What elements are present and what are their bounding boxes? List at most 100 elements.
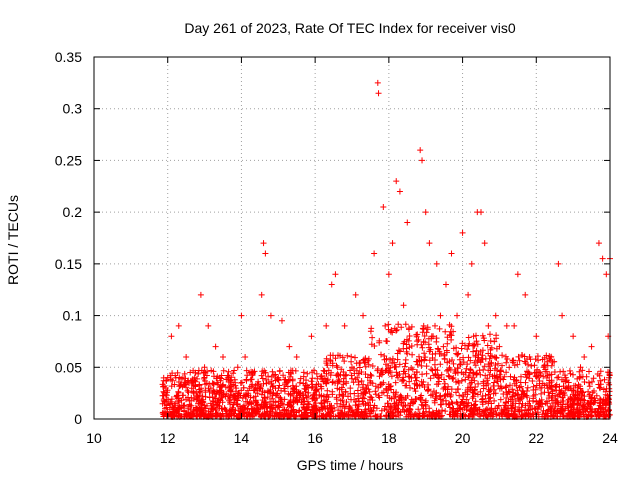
data-point [352, 291, 359, 298]
y-tick-label: 0.3 [63, 101, 83, 117]
data-point [522, 291, 529, 298]
data-point [485, 322, 492, 329]
x-axis-label: GPS time / hours [297, 457, 404, 473]
data-point [201, 364, 208, 371]
x-tick-label: 18 [381, 430, 397, 446]
data-point [470, 333, 477, 340]
data-point [492, 312, 499, 319]
data-point [548, 353, 555, 360]
data-point [262, 250, 269, 257]
data-point [496, 343, 503, 350]
data-point [393, 178, 400, 185]
data-point [603, 271, 610, 278]
data-point [481, 240, 488, 247]
data-point [267, 312, 274, 319]
data-point [212, 343, 219, 350]
data-point [555, 260, 562, 267]
data-point [380, 203, 387, 210]
dense-scatter-layer [159, 321, 613, 420]
data-point [328, 281, 335, 288]
y-tick-label: 0.35 [55, 49, 82, 65]
data-point [442, 281, 449, 288]
data-point [577, 364, 584, 371]
data-point [374, 79, 381, 86]
data-point [559, 312, 566, 319]
data-point [404, 219, 411, 226]
y-tick-label: 0.1 [63, 308, 83, 324]
x-tick-label: 12 [160, 430, 176, 446]
data-point [540, 364, 547, 371]
data-point [385, 271, 392, 278]
data-point [275, 374, 282, 381]
data-point [205, 322, 212, 329]
plot-frame [93, 56, 611, 420]
data-point [465, 291, 472, 298]
data-point [514, 271, 521, 278]
data-point [323, 322, 330, 329]
data-point [400, 302, 407, 309]
data-point [396, 188, 403, 195]
data-point [375, 90, 382, 97]
data-point [533, 333, 540, 340]
x-tick-label: 16 [307, 430, 323, 446]
data-point [430, 333, 437, 340]
x-tick-label: 20 [455, 430, 471, 446]
data-point [162, 384, 169, 391]
x-tick-label: 10 [86, 430, 102, 446]
data-point [341, 322, 348, 329]
data-point [437, 312, 444, 319]
data-point [588, 343, 595, 350]
data-point [433, 260, 440, 267]
y-axis-label: ROTI / TECUs [5, 195, 21, 285]
y-tick-label: 0.25 [55, 152, 82, 168]
data-point [242, 353, 249, 360]
data-point [238, 312, 245, 319]
data-point [308, 333, 315, 340]
data-point [286, 343, 293, 350]
data-point [562, 374, 569, 381]
data-point [581, 353, 588, 360]
data-point [599, 255, 606, 262]
data-point [293, 353, 300, 360]
data-point [503, 322, 510, 329]
y-tick-label: 0.15 [55, 256, 82, 272]
grid [94, 57, 610, 419]
data-point [258, 291, 265, 298]
data-point [197, 291, 204, 298]
data-point [468, 260, 475, 267]
y-tick-label: 0 [74, 411, 82, 427]
data-point [389, 240, 396, 247]
dense-scatter-cloud [159, 321, 613, 420]
x-tick-label: 22 [528, 430, 544, 446]
data-point [417, 147, 424, 154]
y-tick-label: 0.2 [63, 204, 83, 220]
y-axis-ticks: 0 0.05 0.1 0.15 0.2 0.25 0.3 0.35 [55, 49, 610, 427]
chart-title: Day 261 of 2023, Rate Of TEC Index for r… [184, 20, 515, 36]
data-point [570, 333, 577, 340]
data-point [220, 353, 226, 360]
data-point [511, 322, 518, 329]
data-point [164, 374, 171, 381]
y-tick-label: 0.05 [55, 359, 82, 375]
data-point [360, 312, 367, 319]
data-point [312, 384, 319, 391]
data-point [422, 209, 429, 216]
data-point [454, 312, 461, 319]
data-point [234, 364, 241, 371]
data-point [426, 240, 433, 247]
x-axis-ticks: 10 12 14 16 18 20 22 24 [86, 57, 618, 446]
data-point [332, 271, 339, 278]
data-point [168, 333, 175, 340]
data-point [478, 209, 484, 216]
data-point [382, 322, 389, 329]
data-point [595, 240, 602, 247]
data-point [448, 250, 455, 257]
data-point [278, 317, 285, 324]
data-point [371, 250, 378, 257]
data-point [349, 364, 355, 371]
data-point [175, 322, 182, 329]
data-point [419, 157, 426, 164]
data-points [162, 79, 613, 391]
data-point [459, 229, 466, 236]
